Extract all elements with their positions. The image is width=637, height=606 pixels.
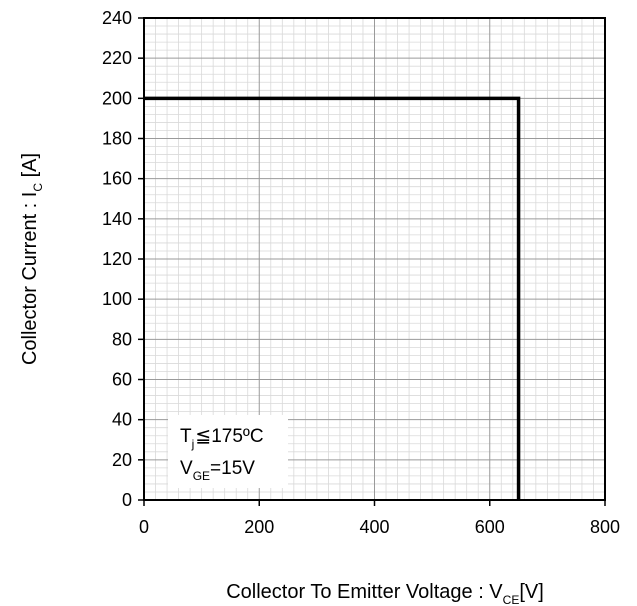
x-tick-label: 0 xyxy=(139,517,149,537)
y-tick-label: 180 xyxy=(102,129,132,149)
x-tick-label: 600 xyxy=(475,517,505,537)
x-tick-label: 800 xyxy=(590,517,620,537)
y-tick-labels: 0 20 40 60 80 100 120 140 160 180 200 220 240 xyxy=(102,8,132,510)
x-tick-label: 400 xyxy=(359,517,389,537)
condition-vge: VGE=15V xyxy=(180,458,255,483)
y-axis-title: Collector Current : IC [A] xyxy=(19,153,45,365)
y-tick-label: 20 xyxy=(112,450,132,470)
y-tick-label: 120 xyxy=(102,249,132,269)
y-tick-label: 40 xyxy=(112,410,132,430)
y-tick-label: 200 xyxy=(102,88,132,108)
condition-tj: Tj≦175ºC xyxy=(180,426,264,451)
x-tick-label: 200 xyxy=(244,517,274,537)
x-tick-labels: 0 200 400 600 800 xyxy=(139,517,620,537)
y-tick-label: 60 xyxy=(112,370,132,390)
y-tick-label: 220 xyxy=(102,48,132,68)
y-tick-label: 160 xyxy=(102,169,132,189)
y-tick-label: 80 xyxy=(112,329,132,349)
conditions-box: Tj≦175ºC VGE=15V xyxy=(168,415,288,488)
safe-operating-area-line xyxy=(144,96,521,500)
y-tick-label: 0 xyxy=(122,490,132,510)
y-tick-label: 140 xyxy=(102,209,132,229)
ticks xyxy=(138,17,606,506)
y-tick-label: 100 xyxy=(102,289,132,309)
x-axis-title: Collector To Emitter Voltage : VCE[V] xyxy=(226,581,544,606)
y-tick-label: 240 xyxy=(102,8,132,28)
series-layer xyxy=(144,96,521,500)
